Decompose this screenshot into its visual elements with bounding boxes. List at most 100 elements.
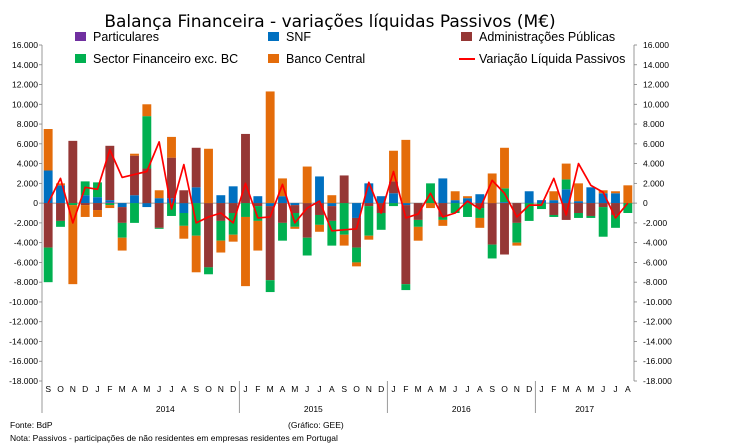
bar-segment — [179, 190, 189, 204]
bar-segment — [154, 190, 164, 199]
x-tick-label: J — [453, 384, 457, 394]
y-tick-label-left: -18.000 — [9, 376, 38, 386]
y-tick-label-right: 10.000 — [643, 99, 669, 109]
bar-segment — [130, 155, 139, 196]
legend-label: Administrações Públicas — [479, 30, 615, 44]
bar-segment — [167, 198, 176, 204]
y-tick-label-right: 8.000 — [643, 119, 665, 129]
bar-segment — [475, 203, 485, 209]
y-tick-label-right: -2.000 — [643, 218, 667, 228]
bar-segment — [253, 206, 263, 221]
bar-segment — [290, 226, 300, 229]
bar-segment — [130, 153, 139, 156]
x-tick-label: A — [576, 384, 582, 394]
bar-segment — [142, 104, 152, 117]
x-tick-label: O — [353, 384, 360, 394]
bar-segment — [278, 203, 287, 223]
x-tick-label: F — [255, 384, 260, 394]
footnote-credit: (Gráfico: GEE) — [288, 420, 344, 430]
legend-label: Variação Líquida Passivos — [479, 52, 625, 66]
x-tick-label: A — [329, 384, 335, 394]
x-tick-label: M — [291, 384, 298, 394]
bar-segment — [93, 203, 102, 211]
bar-segment — [438, 216, 448, 220]
bar-segment — [413, 219, 423, 227]
bar-segment — [549, 200, 559, 204]
bar-segment — [302, 203, 312, 238]
bar-segment — [598, 203, 608, 208]
y-tick-label-left: -8.000 — [14, 277, 38, 287]
bar-segment — [265, 203, 275, 207]
bar-segment — [56, 183, 65, 186]
bar-segment — [487, 244, 497, 259]
bar-segment — [426, 203, 435, 209]
bar-segment — [117, 222, 127, 238]
y-tick-label-left: 4.000 — [17, 159, 39, 169]
x-tick-label: J — [243, 384, 247, 394]
bar-segment — [339, 175, 349, 204]
x-tick-label: M — [563, 384, 570, 394]
bar-segment — [401, 139, 411, 204]
bar-segment — [586, 203, 596, 216]
bar-segment — [389, 150, 398, 182]
bar-segment — [315, 176, 324, 204]
y-tick-label-right: -14.000 — [643, 336, 672, 346]
x-tick-label: J — [539, 384, 543, 394]
bar-segment — [117, 237, 127, 251]
bar-segment — [463, 196, 472, 199]
y-tick-label-right: -4.000 — [643, 238, 667, 248]
bar-segment — [537, 200, 546, 204]
y-tick-label-left: -4.000 — [14, 238, 38, 248]
bar-segment — [512, 242, 522, 246]
y-tick-label-right: 4.000 — [643, 159, 665, 169]
bar-segment — [105, 202, 115, 204]
bar-segment — [278, 196, 287, 204]
x-tick-label: D — [82, 384, 88, 394]
bar-segment — [376, 213, 386, 230]
bar-segment — [191, 235, 201, 273]
bar-segment — [315, 214, 324, 225]
bar-segment — [401, 205, 411, 285]
bar-segment — [43, 129, 53, 171]
bar-segment — [475, 217, 485, 228]
bar-segment — [512, 203, 522, 223]
bar-segment — [512, 222, 522, 243]
y-tick-label-right: 0 — [643, 198, 648, 208]
x-tick-label: J — [465, 384, 469, 394]
x-tick-label: N — [70, 384, 76, 394]
bars — [43, 91, 633, 293]
bar-segment — [524, 203, 534, 221]
net-line — [47, 141, 629, 232]
bar-segment — [241, 216, 250, 287]
footnote-source: Fonte: BdP — [10, 420, 53, 430]
y-tick-label-right: 2.000 — [643, 178, 665, 188]
bar-segment — [253, 220, 263, 251]
bar-segment — [142, 168, 152, 204]
bar-segment — [68, 203, 78, 206]
bar-segment — [154, 227, 164, 229]
x-tick-label: O — [57, 384, 64, 394]
bar-segment — [179, 213, 189, 226]
y-tick-label-right: -6.000 — [643, 257, 667, 267]
x-tick-label: N — [366, 384, 372, 394]
bar-segment — [438, 219, 448, 226]
x-tick-label: F — [403, 384, 408, 394]
bar-segment — [179, 203, 189, 213]
bar-segment — [191, 147, 201, 188]
x-tick-label: M — [143, 384, 150, 394]
bar-segment — [241, 133, 250, 204]
bar-segment — [586, 187, 596, 204]
bar-segment — [352, 217, 361, 248]
bar-segment — [352, 203, 361, 218]
bar-segment — [364, 206, 374, 236]
bar-segment — [265, 280, 275, 293]
x-tick-label: J — [601, 384, 605, 394]
bar-segment — [191, 187, 201, 204]
bar-segment — [80, 203, 90, 206]
x-tick-label: A — [132, 384, 138, 394]
bar-segment — [216, 203, 226, 221]
y-tick-label-right: -8.000 — [643, 277, 667, 287]
